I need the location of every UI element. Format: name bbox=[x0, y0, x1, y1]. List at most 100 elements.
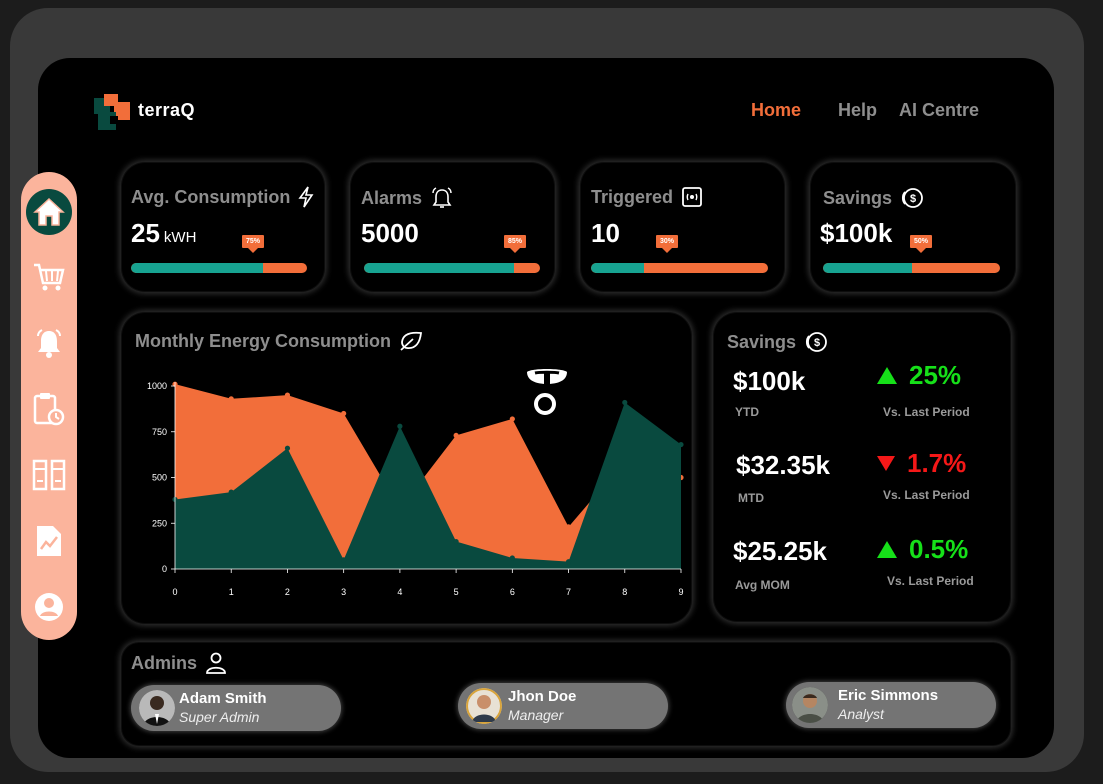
y-tick-label: 1000 bbox=[147, 381, 167, 391]
chart-logo-icon bbox=[527, 369, 567, 415]
x-tick-label: 8 bbox=[622, 587, 627, 597]
admin-card-adam-smith[interactable]: Adam Smith Super Admin bbox=[131, 685, 341, 731]
x-tick-label: 2 bbox=[285, 587, 290, 597]
coin-icon: $ bbox=[805, 332, 827, 352]
savings-panel: Savings $ $100k YTD 25% Vs. Last Period … bbox=[713, 312, 1011, 622]
savings-ytd-value: $100k bbox=[733, 366, 806, 396]
chart-title: Monthly Energy Consumption bbox=[135, 330, 391, 351]
stat-unit: kWH bbox=[163, 229, 197, 246]
savings-mom-change-label: Vs. Last Period bbox=[887, 574, 974, 588]
lightning-icon bbox=[298, 186, 314, 208]
sidebar-item-servers[interactable] bbox=[30, 456, 68, 494]
progress-badge: 50% bbox=[910, 235, 933, 253]
admin-role: Analyst bbox=[838, 706, 884, 722]
stat-value: 25 bbox=[131, 218, 160, 248]
stat-value: 5000 bbox=[361, 218, 419, 248]
series-1-point bbox=[678, 441, 684, 448]
admins-panel: Admins Adam Smith Super Admin Jhon Doe M… bbox=[121, 642, 1011, 746]
progress-bar bbox=[131, 263, 307, 273]
change-value: 25% bbox=[909, 360, 962, 390]
admin-role: Super Admin bbox=[179, 709, 260, 725]
svg-text:$: $ bbox=[910, 193, 916, 205]
terraq-logo bbox=[94, 94, 134, 132]
series-1-point bbox=[397, 423, 403, 429]
savings-mom-label: Avg MOM bbox=[735, 578, 790, 592]
sidebar bbox=[21, 172, 77, 640]
admin-name: Eric Simmons bbox=[838, 687, 939, 704]
sidebar-item-schedule[interactable] bbox=[30, 390, 68, 428]
arrow-down-icon bbox=[877, 456, 895, 471]
admin-name: Adam Smith bbox=[179, 690, 267, 707]
chart-panel: Monthly Energy Consumption 0 250 500 750 100… bbox=[121, 312, 692, 624]
change-value: 1.7% bbox=[907, 448, 967, 478]
nav-home[interactable]: Home bbox=[751, 100, 802, 120]
stat-value: 10 bbox=[591, 218, 620, 248]
server-icon bbox=[32, 459, 66, 491]
admin-name: Jhon Doe bbox=[508, 688, 577, 705]
stat-title: Triggered bbox=[591, 186, 674, 207]
stat-card-savings: Savings $ $100k 50% bbox=[810, 162, 1016, 292]
x-tick-label: 0 bbox=[172, 587, 177, 597]
svg-text:$: $ bbox=[814, 337, 820, 349]
savings-ytd-change-label: Vs. Last Period bbox=[883, 405, 970, 419]
energy-area-chart: 0 250 500 750 1000 0 1 2 3 4 5 6 7 8 9 bbox=[147, 381, 684, 597]
home-icon bbox=[33, 197, 65, 226]
coin-icon: $ bbox=[901, 188, 923, 208]
clipboard-clock-icon bbox=[33, 393, 65, 426]
series-0-point bbox=[509, 416, 515, 422]
savings-mtd-change: 1.7% bbox=[877, 448, 966, 479]
arrow-up-icon bbox=[877, 367, 897, 384]
savings-mtd-value: $32.35k bbox=[736, 450, 830, 480]
nav-help[interactable]: Help bbox=[838, 100, 878, 120]
y-tick-label: 0 bbox=[162, 564, 167, 574]
savings-mtd-change-label: Vs. Last Period bbox=[883, 488, 970, 502]
savings-mtd-label: MTD bbox=[738, 491, 764, 505]
series-1-area bbox=[175, 402, 681, 569]
stat-title: Alarms bbox=[361, 187, 423, 208]
stat-value: $100k bbox=[820, 218, 893, 248]
admin-card-jhon-doe[interactable]: Jhon Doe Manager bbox=[458, 683, 668, 729]
admin-user-icon bbox=[206, 652, 226, 674]
x-tick-label: 1 bbox=[229, 587, 234, 597]
series-0-point bbox=[284, 392, 291, 398]
avatar bbox=[466, 688, 502, 724]
series-1-point bbox=[284, 445, 291, 451]
series-1-point bbox=[453, 538, 459, 545]
arrow-up-icon bbox=[877, 541, 897, 558]
x-tick-label: 3 bbox=[341, 587, 346, 597]
x-tick-label: 6 bbox=[510, 587, 515, 597]
series-0-point bbox=[341, 410, 347, 417]
sidebar-item-home[interactable] bbox=[26, 189, 72, 235]
y-tick-label: 750 bbox=[152, 427, 167, 437]
savings-mom-value: $25.25k bbox=[733, 536, 827, 566]
nav-ai-centre[interactable]: AI Centre bbox=[899, 100, 980, 120]
y-tick-label: 500 bbox=[152, 473, 167, 483]
progress-badge: 85% bbox=[504, 235, 527, 253]
stat-title: Avg. Consumption bbox=[131, 186, 291, 207]
sidebar-item-reports[interactable] bbox=[30, 522, 68, 560]
sidebar-item-profile[interactable] bbox=[30, 588, 68, 626]
progress-bar bbox=[591, 263, 768, 273]
series-0-point bbox=[453, 432, 459, 439]
change-value: 0.5% bbox=[909, 534, 969, 564]
progress-badge: 75% bbox=[242, 235, 265, 253]
series-1-point bbox=[341, 557, 347, 563]
stat-card-alarms: Alarms 5000 85% bbox=[350, 162, 555, 292]
series-0-point bbox=[565, 524, 572, 530]
admins-title: Admins bbox=[131, 652, 198, 673]
admin-card-eric-simmons[interactable]: Eric Simmons Analyst bbox=[786, 682, 996, 728]
brand-name: terraQ bbox=[138, 100, 196, 120]
progress-badge: 30% bbox=[656, 235, 679, 253]
bell-icon bbox=[37, 329, 61, 358]
sidebar-item-alarms[interactable] bbox=[30, 324, 68, 362]
sidebar-item-cart[interactable] bbox=[30, 258, 68, 296]
broadcast-icon bbox=[682, 187, 702, 207]
progress-bar bbox=[823, 263, 1000, 273]
series-0-point bbox=[228, 396, 234, 402]
stat-card-consumption: Avg. Consumption 25 kWH 75% bbox=[121, 162, 325, 292]
y-tick-label: 250 bbox=[152, 518, 167, 528]
series-1-point bbox=[622, 399, 628, 406]
stat-title: Savings bbox=[823, 187, 893, 208]
x-tick-label: 5 bbox=[454, 587, 459, 597]
report-icon bbox=[37, 526, 61, 556]
